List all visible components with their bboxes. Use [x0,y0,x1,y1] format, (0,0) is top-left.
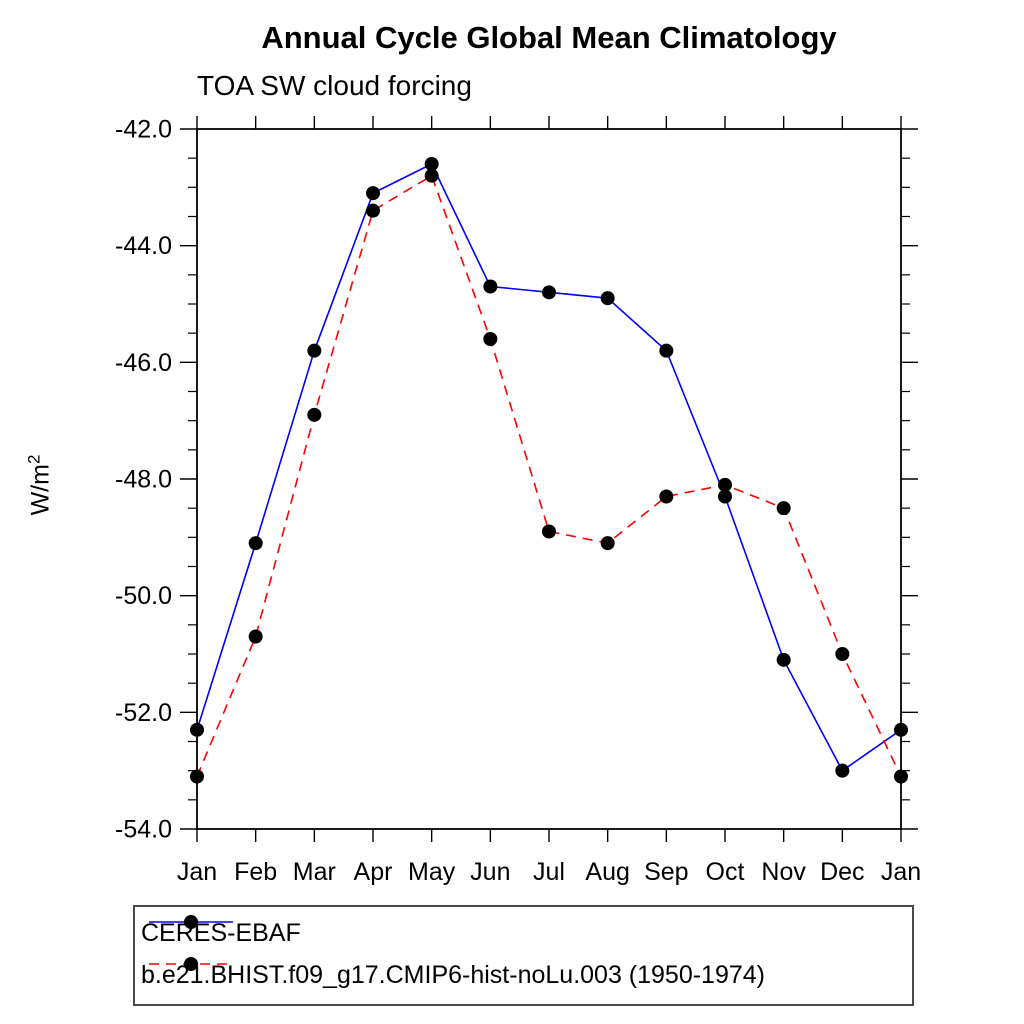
data-point-s1-Jul [542,524,556,539]
data-point-s0-Oct [718,489,732,504]
data-point-s0-May [424,157,439,171]
x-tick-label: Jan [881,858,921,886]
data-point-s1-Jan [190,769,204,784]
x-tick-label: Jan [177,858,217,886]
y-tick-label: -42.0 [115,116,172,144]
x-tick-label: Mar [293,858,336,886]
data-point-s0-Sep [659,343,674,358]
legend-line-sample-solid-blue [149,915,233,929]
chart-title: Annual Cycle Global Mean Climatology [261,20,837,55]
data-point-s1-Sep [659,489,674,504]
data-point-s0-Jan [894,722,908,737]
x-tick-label: Oct [706,858,745,886]
data-point-s0-Apr [366,186,380,201]
x-tick-label: Jul [533,858,565,886]
y-tick-label: -46.0 [115,349,172,377]
data-point-s1-May [424,168,439,183]
data-point-s1-Feb [248,629,263,644]
legend-label-ceres: CERES-EBAF [141,918,301,947]
x-tick-label: Dec [820,858,864,886]
data-point-s0-Aug [600,291,615,306]
y-tick-label: -48.0 [115,466,172,494]
x-tick-label: Nov [761,858,806,886]
y-tick-label: -52.0 [115,699,172,727]
y-tick-label: -44.0 [115,232,172,260]
x-tick-label: May [408,858,456,886]
data-point-s0-Feb [248,536,263,551]
y-tick-label: -54.0 [115,816,172,844]
data-point-s0-Dec [835,763,850,778]
x-tick-label: Aug [585,858,629,886]
data-point-s1-Dec [835,647,850,661]
data-point-s0-Jun [483,279,498,294]
data-point-s0-Jan [190,722,204,737]
x-tick-label: Apr [354,858,393,886]
axis-frame [196,128,902,830]
legend-item-ceres: CERES-EBAF [135,913,301,953]
x-tick-label: Feb [234,858,277,886]
legend: CERES-EBAF b.e21.BHIST.f09_g17.CMIP6-his… [133,905,914,1006]
data-point-s1-Nov [776,501,791,516]
legend-line-sample-dashed-red [149,957,233,971]
x-tick-label: Sep [644,858,688,886]
data-point-s1-Oct [718,477,732,492]
series-line-1 [196,174,902,777]
chart-subtitle: TOA SW cloud forcing [197,70,472,101]
data-point-s1-Jun [483,332,498,346]
series-line-0 [196,162,902,772]
data-point-s0-Jul [542,285,556,300]
legend-item-model: b.e21.BHIST.f09_g17.CMIP6-hist-noLu.003 … [135,955,765,995]
data-point-s1-Jan [894,769,908,784]
y-tick-label: -50.0 [115,582,172,610]
data-point-s0-Mar [307,343,322,358]
legend-label-model: b.e21.BHIST.f09_g17.CMIP6-hist-noLu.003 … [141,960,765,989]
data-point-s1-Aug [600,536,615,551]
data-point-s1-Apr [366,203,380,218]
x-tick-label: Jun [470,858,510,886]
data-point-s0-Nov [776,652,791,667]
data-point-s1-Mar [307,407,322,422]
